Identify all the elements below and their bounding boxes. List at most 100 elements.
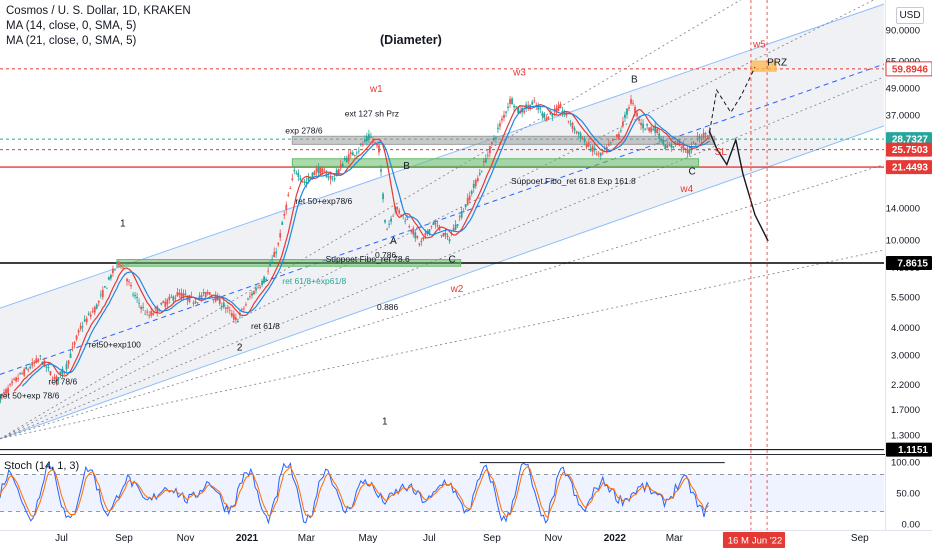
candle-body xyxy=(700,138,703,140)
candle-body xyxy=(75,335,78,340)
candle-body xyxy=(214,294,217,302)
annotation-label: C xyxy=(449,255,456,266)
candle-body xyxy=(53,377,56,380)
time-tick-label: Sep xyxy=(115,533,133,544)
annotation-label: ret 61/8+exp61/8 xyxy=(282,276,346,286)
candle-body xyxy=(513,105,515,108)
level-badge xyxy=(886,142,932,157)
candle-body xyxy=(462,211,465,213)
candle-body xyxy=(704,133,707,135)
candle-body xyxy=(305,181,308,184)
candle-body xyxy=(368,134,370,140)
candle-body xyxy=(192,302,195,304)
candle-body xyxy=(706,135,709,137)
candle-body xyxy=(640,122,642,126)
candle-body xyxy=(287,194,290,196)
stoch-tick-label: 50.00 xyxy=(896,489,920,500)
candle-body xyxy=(410,230,413,232)
candle-body xyxy=(321,168,324,173)
candle-body xyxy=(0,395,1,403)
candle-body xyxy=(148,315,151,317)
candle-body xyxy=(69,353,72,358)
candle-body xyxy=(482,160,485,163)
candle-body xyxy=(353,154,356,156)
annotation-label: ret 61/8 xyxy=(251,321,280,331)
candle-body xyxy=(107,277,110,280)
candle-body xyxy=(456,224,459,226)
candle-body xyxy=(122,267,124,269)
annotation-label: w5 xyxy=(752,39,766,50)
candle-body xyxy=(607,143,610,146)
candle-body xyxy=(543,113,546,118)
candle-body xyxy=(458,216,461,218)
candle-body xyxy=(503,114,505,118)
candle-body xyxy=(549,113,552,115)
candle-body xyxy=(392,215,395,217)
candle-body xyxy=(11,381,13,384)
candle-body xyxy=(599,152,602,156)
candle-body xyxy=(345,157,348,163)
candle-body xyxy=(480,171,483,173)
candle-body xyxy=(357,150,360,152)
candle-body xyxy=(154,307,157,309)
candle-body xyxy=(634,106,636,113)
candle-body xyxy=(680,147,683,148)
candle-body xyxy=(79,325,82,329)
candle-body xyxy=(557,105,560,111)
candle-body xyxy=(622,121,624,126)
candle-body xyxy=(434,222,437,225)
candle-body xyxy=(466,197,469,205)
candle-body xyxy=(285,204,288,210)
candle-body xyxy=(662,139,665,145)
candle-body xyxy=(694,143,697,146)
candle-body xyxy=(111,268,114,273)
candle-body xyxy=(652,128,655,130)
candle-body xyxy=(654,125,657,133)
channel-mid-line xyxy=(0,63,885,375)
candle-body xyxy=(591,145,594,152)
stoch-d-line xyxy=(0,465,709,519)
level-badge-label: 25.7503 xyxy=(892,145,929,156)
currency-button[interactable]: USD xyxy=(896,7,924,24)
candle-body xyxy=(39,355,42,357)
candle-body xyxy=(146,311,149,313)
candle-body xyxy=(232,314,235,320)
candle-body xyxy=(55,376,58,382)
candle-body xyxy=(313,171,316,175)
candle-body xyxy=(464,204,467,208)
candle-body xyxy=(118,261,120,265)
candle-body xyxy=(468,195,471,201)
candle-body xyxy=(414,232,417,239)
candle-body xyxy=(45,366,48,368)
candle-body xyxy=(311,172,314,179)
candle-body xyxy=(398,210,401,214)
annotation-label: Suppoet Fibo_ret 78.6 xyxy=(326,254,410,264)
candle-body xyxy=(460,211,463,218)
candle-body xyxy=(575,131,578,133)
time-tick-label: Sep xyxy=(851,533,869,544)
candle-body xyxy=(523,110,526,113)
candle-body xyxy=(484,158,487,163)
candle-body xyxy=(613,139,616,140)
annotation-label: ext 127 sh Prz xyxy=(345,108,399,118)
candle-body xyxy=(170,296,173,298)
candle-body xyxy=(249,296,251,298)
candle-body xyxy=(25,367,28,370)
candle-body xyxy=(565,113,568,116)
candle-body xyxy=(77,330,80,333)
price-tick-label: 5.5000 xyxy=(891,293,920,304)
channel-lower-line xyxy=(0,125,885,440)
candle-body xyxy=(83,319,86,322)
candle-body xyxy=(436,225,439,227)
candle-body xyxy=(194,301,197,303)
candle-body xyxy=(97,300,100,303)
candle-body xyxy=(668,145,671,147)
candle-body xyxy=(222,302,225,308)
candle-body xyxy=(297,172,300,178)
candle-body xyxy=(243,308,245,310)
candle-body xyxy=(386,229,388,231)
time-tick-label: Jul xyxy=(55,533,68,544)
candle-body xyxy=(561,110,564,113)
